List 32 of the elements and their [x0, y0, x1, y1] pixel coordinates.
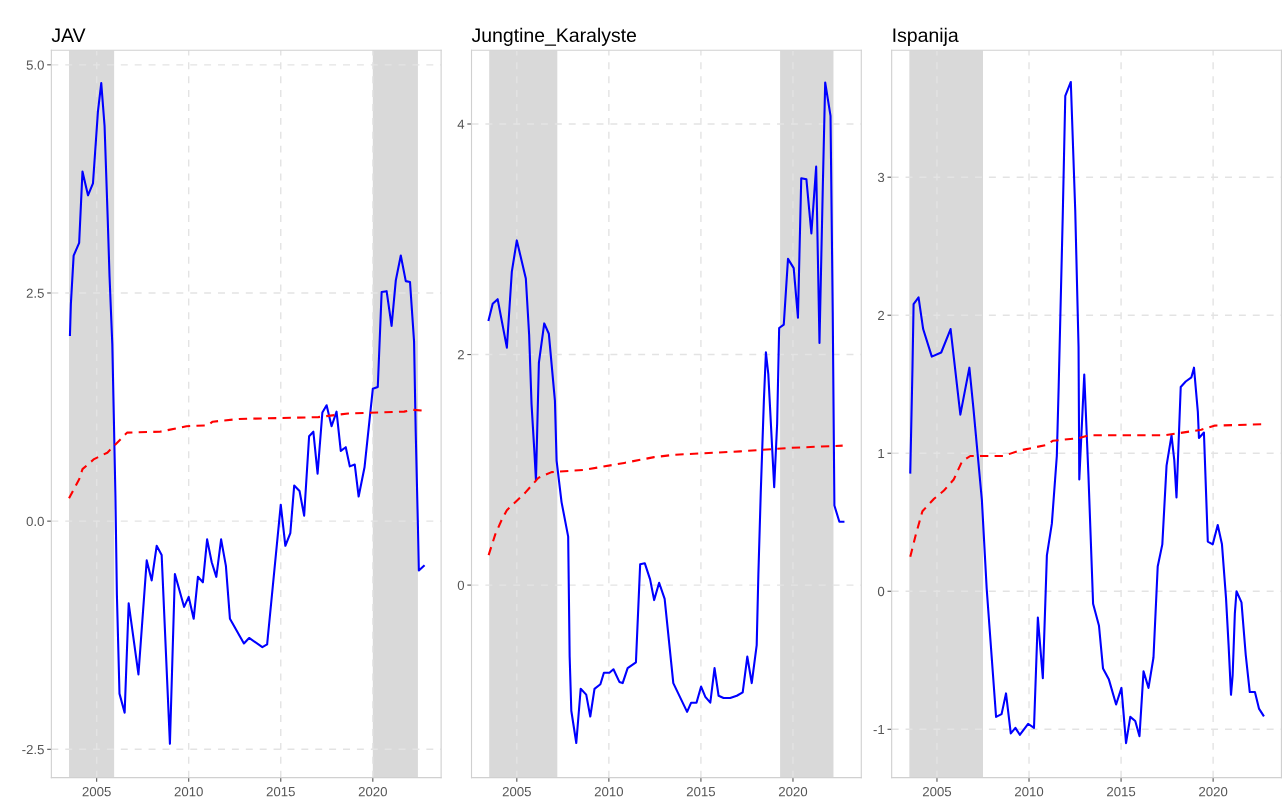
- y-tick-label: -2.5: [22, 744, 44, 755]
- y-tick-label: 5.0: [26, 60, 44, 70]
- x-tick-label: 2010: [594, 786, 624, 797]
- x-tick-label: 2005: [82, 786, 111, 797]
- y-tick-label: 4: [457, 119, 465, 129]
- x-tick-label: 2020: [778, 786, 808, 797]
- y-tick-label: 3: [877, 172, 885, 183]
- x-tick-label: 2010: [1015, 786, 1044, 797]
- line-series: [487, 81, 845, 745]
- y-tick-label: 0: [877, 586, 885, 597]
- x-tick-label: 2005: [922, 786, 952, 797]
- line-series: [487, 444, 844, 557]
- y-tick-label: 0.0: [26, 516, 44, 527]
- y-tick-label: 2: [878, 310, 885, 320]
- y-tick-label: 0: [457, 580, 465, 590]
- x-tick-label: 2020: [1199, 786, 1228, 797]
- line-series: [68, 82, 425, 745]
- line-series: [909, 80, 1265, 745]
- y-tick-label: 2: [457, 350, 464, 360]
- y-tick-label: -1: [873, 725, 885, 735]
- chart-title: Jungtine_Karalyste: [471, 27, 637, 46]
- x-tick-label: 2015: [686, 786, 716, 797]
- x-tick-label: 2020: [358, 786, 387, 797]
- x-tick-label: 2005: [502, 786, 531, 797]
- chart-title: Ispanija: [893, 27, 959, 46]
- chart-title: JAV: [51, 28, 86, 43]
- line-series: [67, 408, 425, 500]
- x-tick-label: 2015: [266, 786, 295, 797]
- y-tick-label: 1: [878, 448, 885, 459]
- x-tick-label: 2010: [174, 786, 203, 797]
- y-tick-label: 2.5: [26, 288, 44, 298]
- x-tick-label: 2015: [1107, 786, 1136, 797]
